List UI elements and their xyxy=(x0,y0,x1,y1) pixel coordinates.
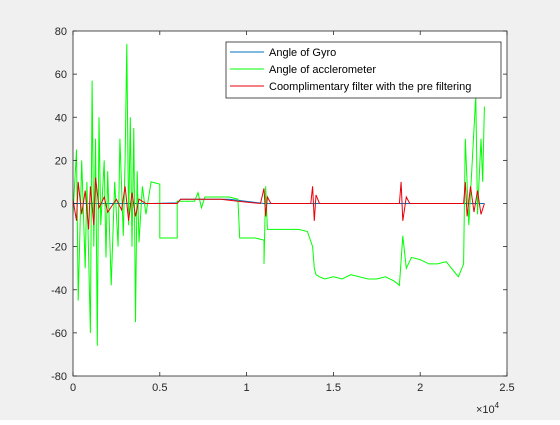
legend-box xyxy=(225,41,502,99)
y-tick-label: 60 xyxy=(55,69,67,81)
legend-label-2: Angle of acclerometer xyxy=(269,64,376,76)
y-tick-label: 40 xyxy=(55,112,67,124)
series-line-3 xyxy=(73,177,485,230)
x-tick-label: 2 xyxy=(417,382,423,394)
y-tick-label: -60 xyxy=(51,328,67,340)
legend-label-1: Angle of Gyro xyxy=(269,47,336,59)
y-tick-label: 0 xyxy=(61,199,67,211)
legend-label-3: Coomplimentary filter with the pre filte… xyxy=(269,81,471,93)
y-tick-label: -20 xyxy=(51,242,67,254)
x-exponent-label: ×104 xyxy=(476,401,500,416)
y-tick-label: -80 xyxy=(51,371,67,383)
y-tick-label: -40 xyxy=(51,285,67,297)
x-tick-label: 0 xyxy=(70,382,76,394)
x-tick-label: 1.5 xyxy=(326,382,341,394)
x-tick-label: 0.5 xyxy=(152,382,167,394)
x-tick-label: 2.5 xyxy=(499,382,514,394)
y-tick-label: 20 xyxy=(55,155,67,167)
y-tick-label: 80 xyxy=(55,26,67,38)
x-tick-label: 1 xyxy=(244,382,250,394)
series-line-2 xyxy=(73,43,485,346)
